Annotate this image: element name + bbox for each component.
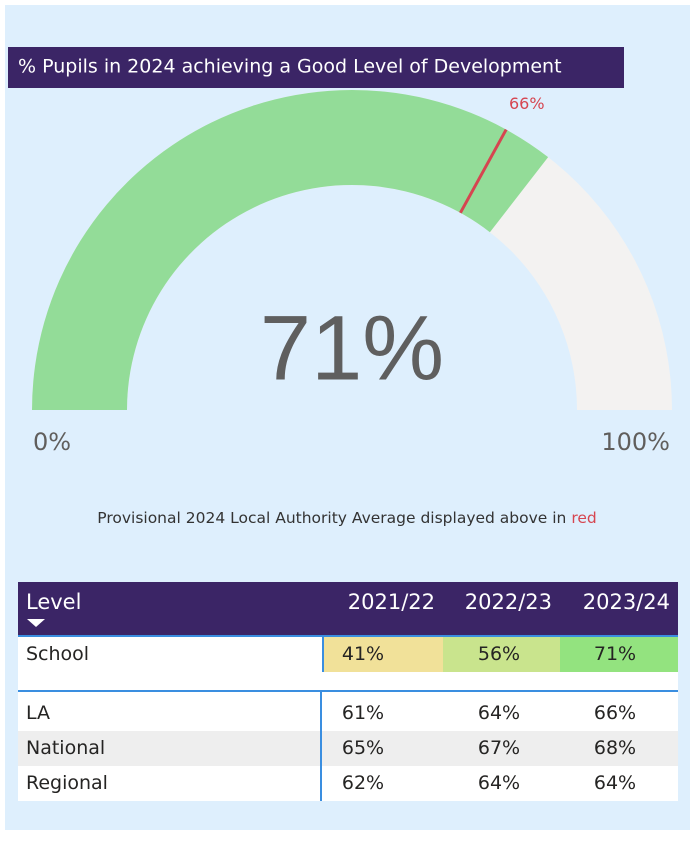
target-line [459,128,508,214]
row-label: School [26,643,89,665]
table-row [18,731,678,766]
section-gap [18,692,678,696]
note-text: Provisional 2024 Local Authority Average… [97,509,571,527]
row-label: LA [26,702,50,724]
table-cell: 68% [594,737,636,759]
table-cell: 66% [594,702,636,724]
column-header: 2023/24 [583,590,670,614]
gauge-value [32,90,549,411]
table-cell: 65% [342,737,384,759]
table-header [18,582,678,636]
table-cell: 67% [478,737,520,759]
gauge-max-label: 100% [601,428,670,456]
table-cell: 64% [478,702,520,724]
table-cell: 64% [478,772,520,794]
row-label: Regional [26,772,108,794]
gauge-value-label: 71% [260,297,444,399]
note: Provisional 2024 Local Authority Average… [97,509,596,527]
sort-arrow [27,619,45,627]
column-header: 2022/23 [465,590,552,614]
table-cell: 61% [342,702,384,724]
table-row [18,696,678,731]
cell-background [443,637,560,672]
gauge-min-label: 0% [33,428,71,456]
title-bar [8,47,624,88]
row-label: National [26,737,105,759]
table-cell: 56% [478,643,520,665]
note-highlight: red [571,509,596,527]
table-cell: 71% [594,643,636,665]
table-cell: 64% [594,772,636,794]
table-cell: 62% [342,772,384,794]
column-header: Level [26,590,81,614]
table-cell: 41% [342,643,384,665]
column-header: 2021/22 [348,590,435,614]
table-row [18,766,678,801]
table-gap [18,672,678,690]
chart-title: % Pupils in 2024 achieving a Good Level … [18,56,562,78]
cell-background [323,637,443,672]
cell-background [560,637,678,672]
target-label: 66% [509,94,545,113]
